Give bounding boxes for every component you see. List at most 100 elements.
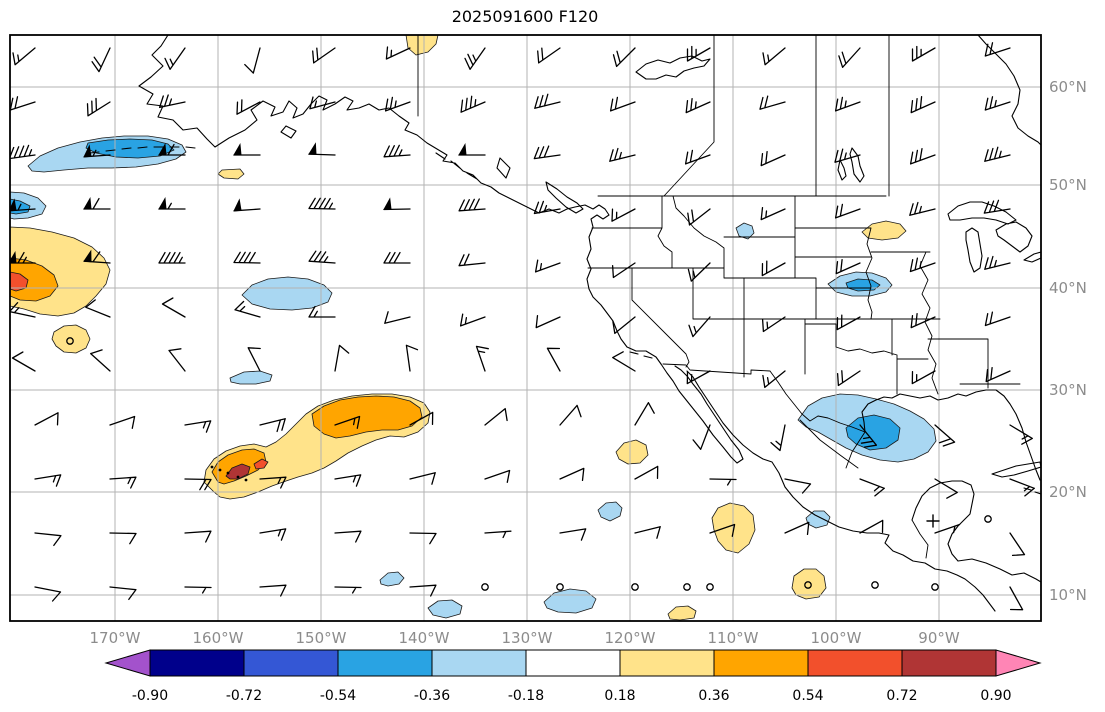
wind-barb <box>259 528 287 541</box>
wind-barb <box>559 404 582 426</box>
wind-barb <box>609 147 636 162</box>
island-dot <box>218 468 222 472</box>
wind-barb <box>12 47 36 66</box>
colorbar-tick-label: -0.72 <box>226 688 262 704</box>
lat-tick-label: 60°N <box>1049 78 1087 96</box>
anomaly-region-hawaii-band-dark-core <box>225 463 251 480</box>
wind-barb <box>533 145 561 160</box>
colorbar-tick-label: -0.54 <box>320 688 356 704</box>
wind-barb <box>534 259 561 273</box>
colorbar-tick-label: 0.54 <box>792 688 823 704</box>
wind-barb <box>687 208 711 226</box>
wind-barb <box>709 523 736 537</box>
coastline-baja-mexico <box>660 363 996 612</box>
wind-barb <box>984 96 1011 111</box>
island-dot <box>226 471 230 475</box>
anomaly-region-103w-17n-blue <box>805 510 831 529</box>
lon-tick-label: 110°W <box>708 629 759 647</box>
lat-tick-label: 10°N <box>1049 586 1087 604</box>
wind-barb <box>409 411 434 426</box>
wind-barb <box>759 95 786 110</box>
anomaly-region-bottom-blue-128w <box>543 588 597 614</box>
wind-barb <box>34 474 62 487</box>
wind-barb <box>533 200 561 215</box>
wind-barb <box>34 412 59 426</box>
lakes <box>635 55 1041 273</box>
wind-barb <box>1009 532 1026 557</box>
wind-barb <box>405 344 419 372</box>
coastline-layer <box>89 35 1041 612</box>
wind-barb-pennant <box>308 142 317 155</box>
calm-circle <box>871 581 879 589</box>
anomaly-region-bottom-blue-139w <box>427 599 463 619</box>
wind-barb <box>909 201 936 216</box>
wind-barb <box>161 297 186 318</box>
wind-barb <box>184 420 212 433</box>
wind-barb <box>312 47 336 64</box>
wind-barb <box>409 472 436 485</box>
lat-tick-label: 30°N <box>1049 381 1087 399</box>
anomaly-region-hawaii-band-red-spot <box>253 458 269 470</box>
wind-barb <box>458 198 486 212</box>
island-dot <box>236 475 240 479</box>
cross-marker <box>926 514 940 528</box>
wind-barb <box>559 467 585 482</box>
wind-barb <box>910 312 936 329</box>
anomaly-region-midpacific-33n-negative <box>229 370 273 385</box>
wind-barb <box>709 478 737 486</box>
wind-barb <box>233 251 261 264</box>
colorbar-tick-label: 0.90 <box>980 688 1011 704</box>
wind-barb <box>984 42 1011 57</box>
anomaly-region-bottom-yellow-115w <box>667 605 697 621</box>
wind-barb <box>259 418 286 433</box>
colorbar-tick-label: -0.18 <box>508 688 544 704</box>
wind-barb <box>760 150 786 167</box>
colorbar-tick-label: 0.36 <box>698 688 729 704</box>
gridline-layer <box>10 35 1041 621</box>
wind-barb <box>236 99 261 115</box>
wind-barb <box>409 584 437 597</box>
anomaly-region-top-edge-yellow <box>405 35 439 56</box>
wind-barb <box>534 93 561 109</box>
wind-barb <box>34 532 62 547</box>
wind-barb <box>911 370 936 385</box>
colorbar-over-arrow <box>995 649 1042 677</box>
wind-barb <box>934 478 958 499</box>
wind-barb <box>10 144 36 160</box>
wind-barb <box>686 370 711 385</box>
wind-barb <box>86 97 111 117</box>
wind-barb <box>459 313 486 327</box>
lat-tick-label: 50°N <box>1049 176 1087 194</box>
wind-barb <box>385 46 411 60</box>
wind-barb <box>1009 424 1033 445</box>
wind-barb <box>537 47 561 64</box>
wind-barb-pennant <box>233 142 242 156</box>
wind-barb <box>535 314 561 329</box>
wind-barb <box>384 96 411 112</box>
colorbar-segment <box>713 649 809 677</box>
wind-barb <box>784 521 810 536</box>
wind-barb <box>634 465 659 480</box>
wind-barb <box>234 300 261 318</box>
wind-barb <box>109 415 136 429</box>
anomaly-region-tiny-yellow-48n <box>217 168 245 180</box>
wind-barb <box>609 96 636 112</box>
anomaly-region-right-46n-yellow <box>861 220 907 241</box>
lat-tick-label: 40°N <box>1049 279 1087 297</box>
wind-barb <box>334 474 362 487</box>
colorbar-tick-label: 0.18 <box>604 688 635 704</box>
island-dot <box>244 478 248 482</box>
wind-barb <box>484 530 512 539</box>
anomaly-region-35n-yellow-spot <box>51 324 91 354</box>
wind-barb <box>409 532 437 545</box>
wind-barb <box>384 311 411 324</box>
lat-tick-label: 20°N <box>1049 483 1087 501</box>
wind-barb <box>834 148 861 163</box>
wind-barb <box>760 206 786 221</box>
wind-barb-pennant <box>10 198 17 212</box>
wind-barb <box>309 96 336 110</box>
wind-barb <box>85 299 111 318</box>
wind-barb-pennant <box>233 198 242 212</box>
wind-barb <box>612 316 636 335</box>
